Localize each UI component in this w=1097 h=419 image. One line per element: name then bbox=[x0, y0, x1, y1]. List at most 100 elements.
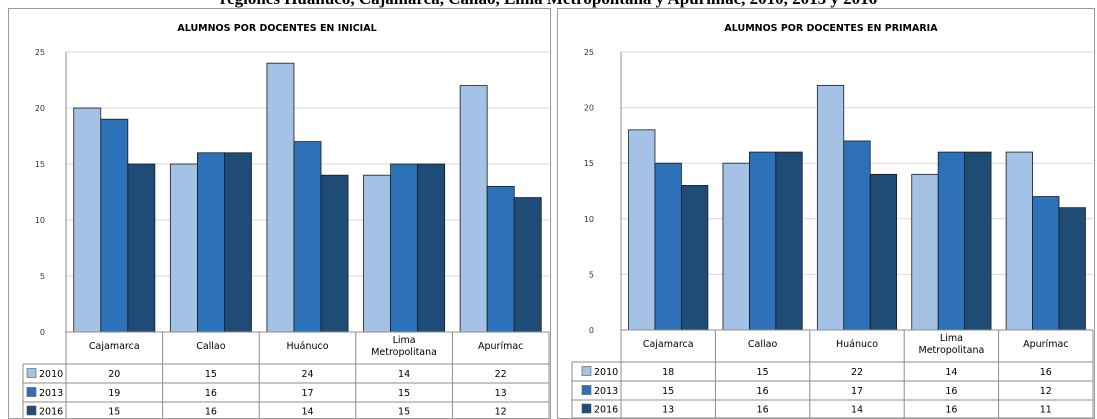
chart-title: ALUMNOS POR DOCENTES EN INICIAL bbox=[177, 23, 376, 34]
bar-2013-huanuco bbox=[293, 141, 322, 333]
table-cell-value: 16 bbox=[757, 405, 769, 416]
table-cell-value: 15 bbox=[205, 369, 217, 380]
table-cell-value: 14 bbox=[851, 405, 863, 416]
legend-label-2016: 2016 bbox=[594, 405, 618, 416]
category-label: Callao bbox=[196, 341, 226, 352]
bar-2010-huanuco bbox=[266, 62, 295, 333]
table-cell-value: 13 bbox=[495, 388, 507, 399]
legend-label-2013: 2013 bbox=[594, 386, 618, 397]
y-tick-label: 15 bbox=[584, 159, 594, 168]
table-cell-value: 16 bbox=[205, 388, 217, 399]
chart-inicial: ALUMNOS POR DOCENTES EN INICIAL 0 5 10 15 20 2… bbox=[22, 23, 550, 418]
legend-swatch-2013 bbox=[581, 385, 592, 395]
category-label: Cajamarca bbox=[89, 341, 140, 352]
category-label: Lima Metropolitana bbox=[919, 333, 985, 356]
category-label: Huánuco bbox=[286, 341, 328, 352]
bar-2010-huanuco bbox=[816, 84, 845, 331]
legend-swatch-2016 bbox=[581, 403, 592, 414]
y-tick-label: 15 bbox=[35, 160, 45, 169]
table-cell-value: 16 bbox=[1040, 367, 1052, 378]
bar-2016-callao bbox=[775, 151, 803, 331]
bar-2016-cajamarca bbox=[127, 163, 156, 333]
legend-swatch-2010 bbox=[26, 368, 37, 378]
category-label: Callao bbox=[748, 339, 778, 350]
bar-2013-apurimac bbox=[1032, 196, 1060, 331]
bar-2016-lima-metropolitana bbox=[964, 151, 992, 331]
table-cell-value: 15 bbox=[398, 388, 410, 399]
table-cell-value: 16 bbox=[205, 407, 217, 418]
table-cell-value: 15 bbox=[757, 367, 769, 378]
y-tick-label: 20 bbox=[584, 104, 594, 113]
bar-2010-apurimac bbox=[459, 85, 488, 333]
bar-2013-cajamarca bbox=[654, 162, 682, 331]
category-label: Cajamarca bbox=[643, 339, 694, 350]
legend-swatch-2013 bbox=[26, 387, 37, 397]
table-cell-value: 17 bbox=[301, 388, 313, 399]
bar-2016-huanuco bbox=[320, 174, 349, 333]
bar-2013-callao bbox=[196, 152, 225, 333]
chart-panel-inicial: ALUMNOS POR DOCENTES EN INICIAL 0 5 10 15 20 2… bbox=[8, 8, 551, 419]
bar-2010-cajamarca bbox=[73, 107, 102, 333]
y-tick-label: 20 bbox=[35, 104, 45, 113]
y-tick-label: 25 bbox=[35, 48, 45, 57]
table-cell-value: 20 bbox=[108, 369, 120, 380]
category-label: Huánuco bbox=[836, 339, 878, 350]
y-tick-label: 0 bbox=[40, 328, 45, 337]
legend-label-2010: 2010 bbox=[594, 367, 618, 378]
chart-primaria: ALUMNOS POR DOCENTES EN PRIMARIA 0 5 10 15 20… bbox=[571, 23, 1094, 418]
y-tick-label: 10 bbox=[584, 215, 594, 224]
table-cell-value: 12 bbox=[495, 407, 507, 418]
table-cell-value: 22 bbox=[851, 367, 863, 378]
y-tick-label: 5 bbox=[589, 270, 594, 279]
table-cell-value: 14 bbox=[945, 367, 957, 378]
legend-label-2013: 2013 bbox=[39, 388, 63, 399]
bar-2010-lima-metropolitana bbox=[363, 174, 391, 333]
page-heading: regiones Huánuco, Cajamarca, Callao, Lim… bbox=[0, 0, 1097, 9]
bar-2016-lima-metropolitana bbox=[417, 163, 446, 333]
bar-2013-callao bbox=[748, 151, 777, 331]
table-cell-value: 24 bbox=[301, 369, 313, 380]
category-label: Lima Metropolitana bbox=[371, 335, 437, 358]
bar-2016-apurimac bbox=[1058, 207, 1086, 331]
bar-2010-apurimac bbox=[1005, 151, 1033, 331]
table-cell-value: 16 bbox=[757, 386, 769, 397]
bar-2016-callao bbox=[224, 152, 252, 333]
chart-title: ALUMNOS POR DOCENTES EN PRIMARIA bbox=[724, 23, 938, 34]
bar-2013-lima-metropolitana bbox=[390, 163, 419, 333]
table-cell-value: 14 bbox=[301, 407, 313, 418]
bar-2013-huanuco bbox=[843, 140, 871, 331]
table-cell-value: 19 bbox=[108, 388, 120, 399]
bar-2010-callao bbox=[722, 162, 750, 331]
table-cell-value: 12 bbox=[1040, 386, 1052, 397]
bar-2016-huanuco bbox=[869, 173, 898, 331]
chart-panel-primaria: ALUMNOS POR DOCENTES EN PRIMARIA 0 5 10 15 20… bbox=[557, 8, 1095, 419]
table-cell-value: 15 bbox=[662, 386, 674, 397]
bar-2013-cajamarca bbox=[100, 118, 129, 333]
bar-2016-apurimac bbox=[513, 197, 542, 333]
table-cell-value: 11 bbox=[1040, 405, 1052, 416]
table-cell-value: 17 bbox=[851, 386, 863, 397]
bar-2016-cajamarca bbox=[681, 185, 709, 331]
bar-2013-apurimac bbox=[486, 185, 515, 333]
legend-label-2016: 2016 bbox=[39, 407, 63, 418]
bar-2010-lima-metropolitana bbox=[911, 173, 939, 331]
table-cell-value: 16 bbox=[945, 405, 957, 416]
table-cell-value: 13 bbox=[662, 405, 674, 416]
table-cell-value: 22 bbox=[495, 369, 507, 380]
table-cell-value: 16 bbox=[945, 386, 957, 397]
category-label: Apurímac bbox=[1023, 339, 1068, 350]
table-cell-value: 15 bbox=[398, 407, 410, 418]
table-cell-value: 15 bbox=[108, 407, 120, 418]
y-tick-label: 5 bbox=[40, 272, 45, 281]
legend-swatch-2010 bbox=[581, 366, 592, 376]
y-tick-label: 10 bbox=[35, 216, 45, 225]
table-cell-value: 18 bbox=[662, 367, 674, 378]
bar-2010-callao bbox=[169, 163, 198, 333]
bar-2010-cajamarca bbox=[628, 129, 656, 331]
category-label: Apurímac bbox=[478, 341, 523, 352]
bar-2013-lima-metropolitana bbox=[937, 151, 966, 331]
y-tick-label: 25 bbox=[584, 48, 594, 57]
legend-swatch-2016 bbox=[26, 405, 37, 416]
legend-label-2010: 2010 bbox=[39, 369, 63, 380]
y-tick-label: 0 bbox=[589, 326, 594, 335]
